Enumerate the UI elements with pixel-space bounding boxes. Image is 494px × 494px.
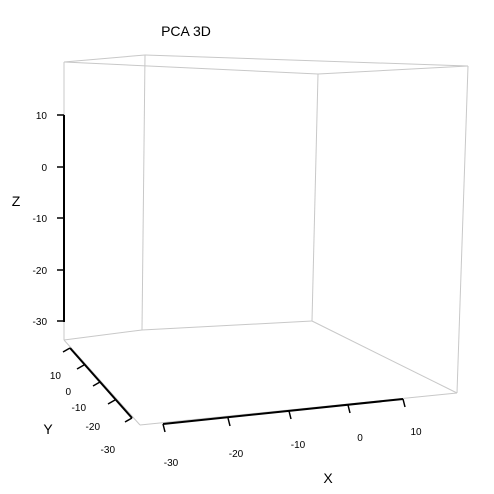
z-axis-label: Z (12, 193, 21, 209)
z-tick-label: -20 (33, 266, 48, 277)
box-edge (63, 54, 146, 63)
x-tick (347, 404, 351, 414)
y-tick (107, 399, 116, 405)
y-tick-label: -30 (101, 445, 116, 456)
box-edge (63, 329, 143, 341)
y-tick (62, 347, 71, 353)
box-edge (63, 61, 319, 75)
bounding-box (63, 54, 469, 426)
x-tick-label: 0 (357, 433, 363, 444)
box-edge (141, 54, 146, 331)
y-tick-label: 0 (65, 387, 71, 398)
x-tick (288, 410, 292, 420)
box-edge (317, 65, 469, 75)
y-tick (124, 417, 133, 423)
box-edge (141, 320, 313, 331)
x-tick (162, 423, 166, 433)
x-axis-label: X (323, 470, 333, 486)
z-tick-label: -10 (33, 214, 48, 225)
y-tick (76, 364, 85, 370)
x-tick (227, 417, 231, 427)
box-edge (456, 65, 469, 394)
y-axis-label: Y (43, 421, 53, 437)
x-tick-label: -10 (291, 440, 306, 451)
box-edge (144, 54, 469, 67)
y-axis: 10 0 -10 -20 -30 Y (43, 347, 133, 456)
z-tick-label: 10 (36, 111, 48, 122)
y-tick-label: 10 (50, 371, 62, 382)
y-tick (92, 381, 101, 387)
y-axis-line (69, 347, 133, 419)
z-axis: 10 0 -10 -20 -30 Z (12, 111, 65, 328)
chart-title: PCA 3D (161, 23, 211, 39)
x-tick-label: -20 (229, 449, 244, 460)
x-axis-line (162, 398, 404, 425)
box-edge (311, 73, 319, 322)
box-edge (311, 320, 458, 394)
z-tick-label: 0 (41, 163, 47, 174)
y-tick-label: -20 (86, 422, 101, 433)
y-tick-label: -10 (72, 403, 87, 414)
x-tick-label: 10 (410, 427, 422, 438)
x-tick-label: -30 (164, 458, 179, 469)
z-tick-label: -30 (33, 317, 48, 328)
x-tick (402, 398, 406, 408)
x-axis: -30 -20 -10 0 10 X (162, 398, 422, 486)
